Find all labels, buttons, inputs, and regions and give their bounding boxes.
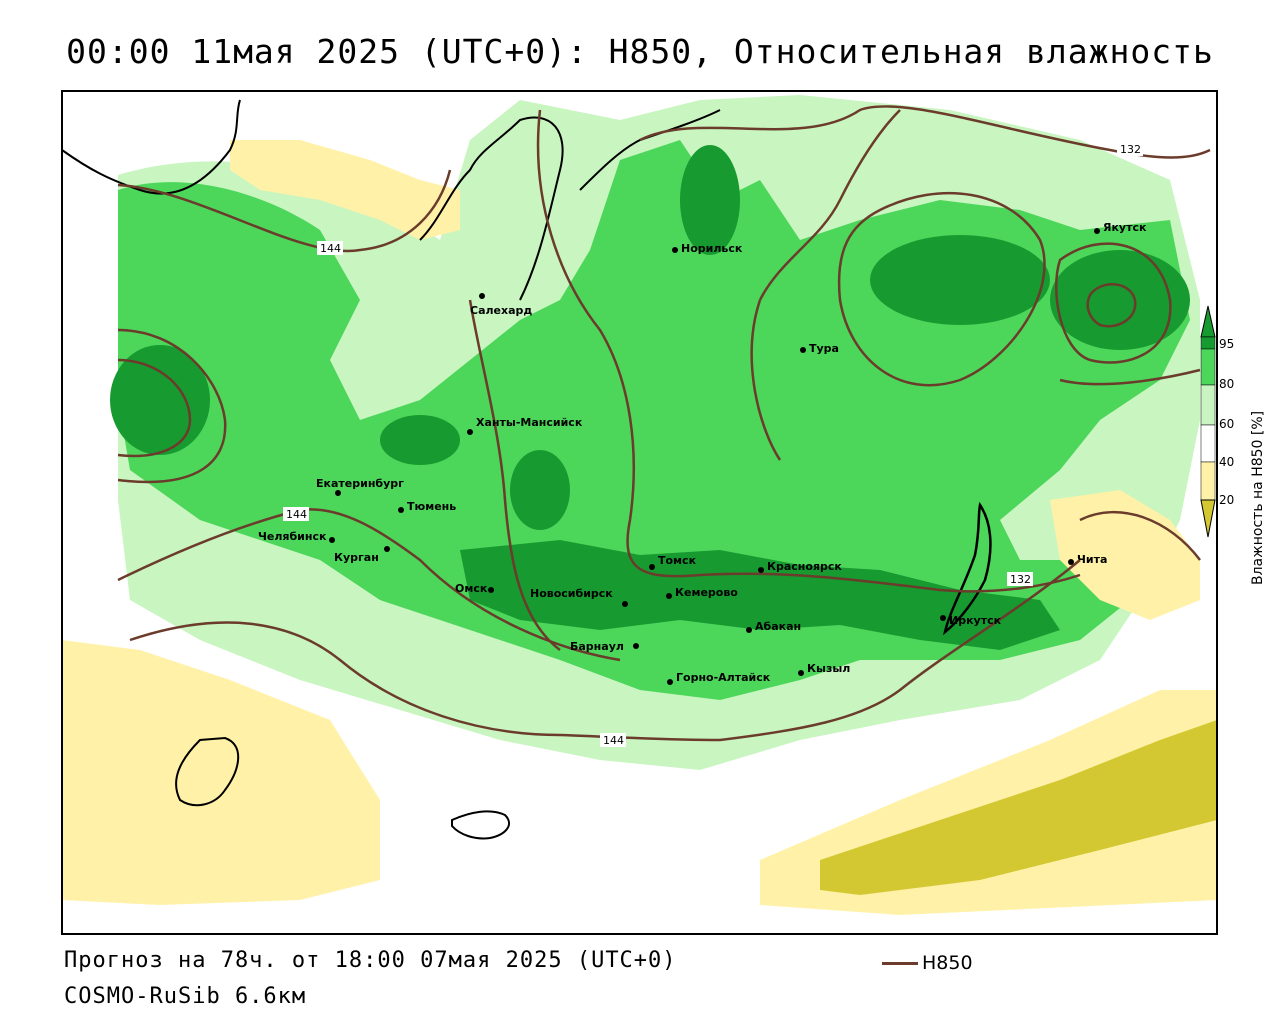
colorbar: 95 80 60 40 20 Влажность на H850 [%] (1200, 305, 1266, 585)
contour-line (1055, 242, 1172, 364)
very-wet-patch (870, 235, 1050, 325)
contour-line (639, 105, 1211, 159)
colorbar-step-20 (1200, 461, 1216, 501)
colorbar-step-80 (1200, 348, 1216, 386)
forecast-info: Прогноз на 78ч. от 18:00 07мая 2025 (UTC… (64, 948, 677, 973)
colorbar-step-95 (1200, 336, 1216, 350)
very-wet-patch (460, 540, 1060, 650)
page-title: 00:00 11мая 2025 (UTC+0): H850, Относите… (66, 32, 1214, 71)
city-label: Кызыл (807, 662, 850, 675)
city-label: Салехард (470, 304, 532, 317)
baikal-coast (942, 501, 992, 636)
colorbar-bottom-arrow (1200, 499, 1216, 538)
city-label: Якутск (1103, 221, 1147, 234)
caspian-coast (175, 736, 240, 807)
colorbar-tick: 60 (1219, 417, 1234, 431)
contour-line (1086, 283, 1137, 328)
city-label: Томск (658, 554, 697, 567)
city-label: Абакан (755, 620, 801, 633)
city-label: Курган (334, 551, 379, 564)
colorbar-tick: 20 (1219, 493, 1234, 507)
contour-label: 144 (320, 242, 341, 255)
city-label: Ханты-Мансийск (476, 416, 583, 429)
city-label: Тура (809, 342, 839, 355)
map-frame (61, 90, 1218, 935)
city-label: Омск (455, 582, 488, 595)
contour-line (536, 109, 1081, 593)
very-wet-patch (380, 415, 460, 465)
h850-legend-label: H850 (922, 952, 973, 974)
contour-line (117, 508, 621, 662)
aral-coast (451, 810, 510, 840)
dry-area (1050, 490, 1200, 620)
city-label: Горно-Алтайск (676, 671, 771, 684)
contour-label: 132 (1010, 573, 1031, 586)
city-label: Тюмень (407, 500, 456, 513)
very-wet-patch (510, 450, 570, 530)
dry-area (62, 640, 380, 905)
contour-line (117, 358, 192, 458)
coastline (61, 99, 241, 195)
colorbar-step-40 (1200, 424, 1216, 463)
city-label: Екатеринбург (316, 477, 404, 490)
contour-label: 144 (286, 508, 307, 521)
city-label: Норильск (681, 242, 743, 255)
very-dry-area (820, 720, 1217, 895)
city-label: Челябинск (258, 530, 327, 543)
colorbar-step-60 (1200, 384, 1216, 426)
colorbar-title: Влажность на H850 [%] (1250, 411, 1266, 585)
contour-line (837, 191, 1046, 387)
very-wet-patch (680, 145, 740, 255)
contour-label: 144 (603, 734, 624, 747)
contour-line (117, 169, 452, 253)
colorbar-tick: 95 (1219, 337, 1234, 351)
model-name: COSMO-RuSib 6.6км (64, 984, 307, 1009)
city-label: Кемерово (675, 586, 738, 599)
contour-line (750, 299, 782, 461)
city-label: Барнаул (570, 640, 624, 653)
city-label: Чита (1077, 553, 1107, 566)
contour-label: 132 (1120, 143, 1141, 156)
very-wet-patch (110, 345, 210, 455)
contour-line (468, 299, 561, 651)
colorbar-tick: 80 (1219, 377, 1234, 391)
contour-line (1059, 368, 1201, 386)
contour-line (1079, 511, 1201, 561)
contour-line (117, 328, 227, 484)
contour-labels: 144 144 132 132 144 (283, 142, 1143, 747)
h850-legend-line (882, 962, 918, 965)
city-label: Красноярск (767, 560, 842, 573)
contour-line (758, 109, 901, 301)
cities: Якутск Норильск Салехард Тура Ханты-Манс… (258, 221, 1147, 685)
city-label: Иркутск (949, 614, 1002, 627)
colorbar-tick: 40 (1219, 455, 1234, 469)
humidity-field (62, 95, 1217, 915)
very-wet-patch (1050, 250, 1190, 350)
dry-area (230, 140, 460, 240)
city-label: Новосибирск (530, 587, 613, 600)
